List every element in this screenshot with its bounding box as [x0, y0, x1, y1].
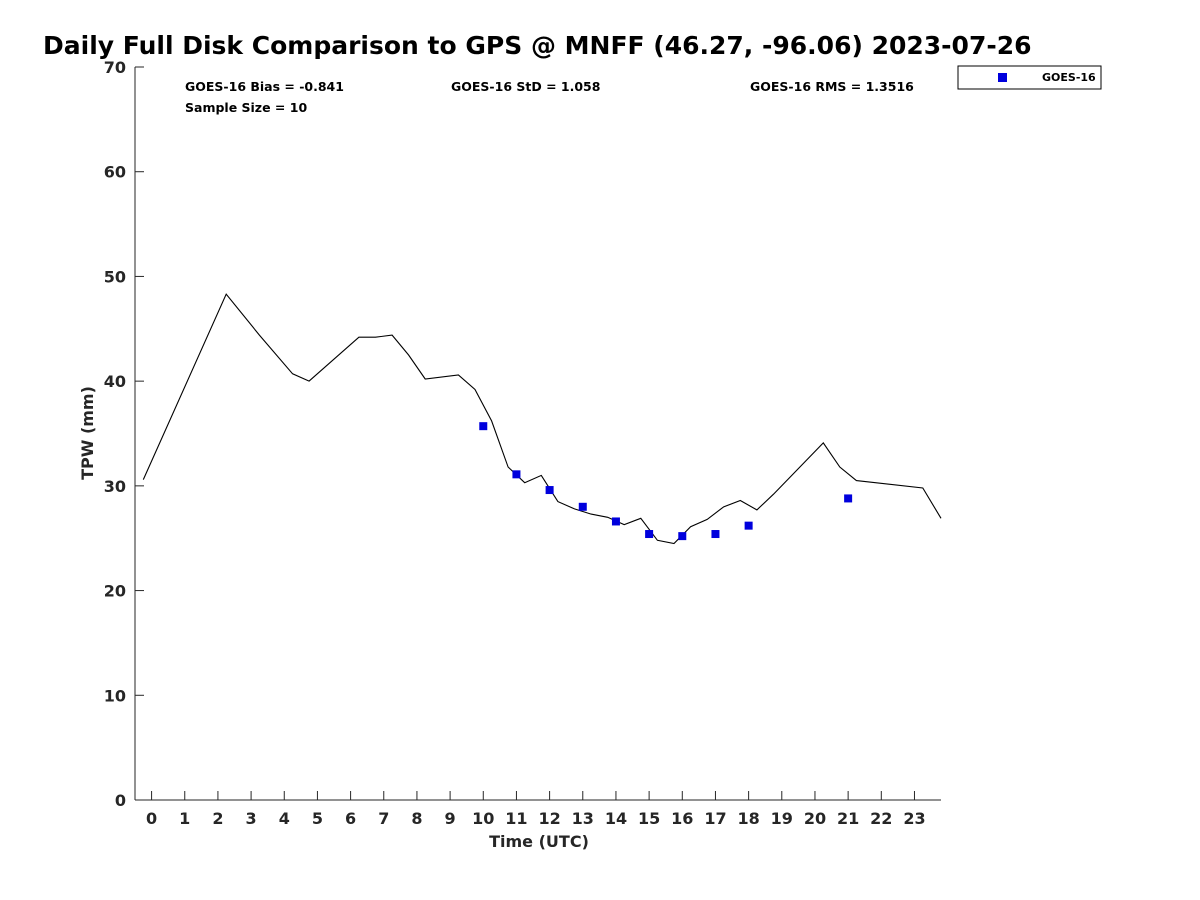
- chart-title: Daily Full Disk Comparison to GPS @ MNFF…: [43, 31, 1032, 60]
- goes16-point: [611, 517, 620, 526]
- y-tick-label: 70: [104, 58, 126, 77]
- x-tick-label: 8: [411, 809, 422, 828]
- x-tick-label: 22: [870, 809, 892, 828]
- legend: GOES-16: [957, 65, 1102, 90]
- y-tick-label: 10: [104, 686, 126, 705]
- x-tick-label: 2: [212, 809, 223, 828]
- stat-rms: GOES-16 RMS = 1.3516: [750, 79, 914, 94]
- x-tick-label: 9: [445, 809, 456, 828]
- x-tick-label: 23: [903, 809, 925, 828]
- goes16-point: [678, 532, 687, 541]
- y-tick-label: 50: [104, 267, 126, 286]
- goes16-point: [645, 530, 654, 539]
- y-tick-label: 20: [104, 582, 126, 601]
- x-tick-label: 10: [472, 809, 494, 828]
- x-axis-ticks: 0 1 2 3 4 5 6 7 8 9 10 11 12 13 14 15 16 17 18 19 20 21 22 23: [146, 791, 926, 828]
- x-tick-label: 20: [804, 809, 826, 828]
- y-tick-label: 40: [104, 372, 126, 391]
- x-tick-label: 12: [538, 809, 560, 828]
- x-tick-label: 11: [505, 809, 527, 828]
- x-tick-label: 19: [771, 809, 793, 828]
- x-tick-label: 18: [737, 809, 759, 828]
- goes16-point: [711, 530, 720, 539]
- y-tick-label: 30: [104, 477, 126, 496]
- goes16-point: [545, 486, 554, 495]
- x-tick-label: 1: [179, 809, 190, 828]
- y-tick-label: 0: [115, 791, 126, 810]
- x-tick-label: 13: [572, 809, 594, 828]
- stat-std: GOES-16 StD = 1.058: [451, 79, 600, 94]
- x-tick-label: 14: [605, 809, 627, 828]
- goes16-point: [844, 494, 853, 503]
- legend-label-goes16: GOES-16: [1042, 71, 1096, 84]
- goes16-point: [744, 521, 753, 530]
- legend-marker-goes16: [998, 73, 1007, 82]
- axes: [134, 67, 941, 801]
- x-tick-label: 6: [345, 809, 356, 828]
- stat-bias: GOES-16 Bias = -0.841: [185, 79, 344, 94]
- series-layer: [142, 293, 942, 545]
- y-axis-label: TPW (mm): [78, 386, 97, 480]
- x-axis-label: Time (UTC): [489, 832, 589, 851]
- y-axis-ticks: 0 10 20 30 40 50 60 70: [104, 58, 144, 810]
- stat-sample-size: Sample Size = 10: [185, 100, 307, 115]
- goes16-point: [578, 502, 587, 511]
- x-tick-label: 17: [704, 809, 726, 828]
- gps-tpw-line: [142, 293, 942, 545]
- x-tick-label: 5: [312, 809, 323, 828]
- goes16-point: [479, 422, 488, 431]
- x-tick-label: 3: [246, 809, 257, 828]
- y-tick-label: 60: [104, 163, 126, 182]
- x-tick-label: 16: [671, 809, 693, 828]
- x-tick-label: 15: [638, 809, 660, 828]
- x-tick-label: 4: [279, 809, 290, 828]
- x-tick-label: 0: [146, 809, 157, 828]
- goes16-point: [512, 470, 521, 479]
- x-tick-label: 21: [837, 809, 859, 828]
- x-tick-label: 7: [378, 809, 389, 828]
- legend-box: [957, 65, 1102, 90]
